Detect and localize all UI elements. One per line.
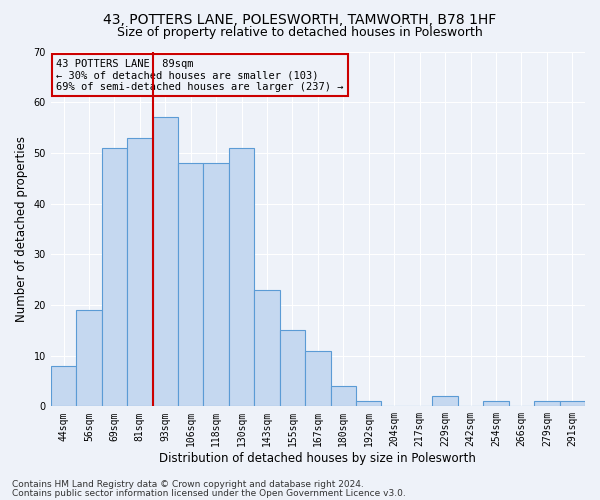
Bar — [356, 402, 382, 406]
Bar — [483, 402, 509, 406]
Bar — [178, 163, 203, 406]
Bar — [254, 290, 280, 406]
Bar — [433, 396, 458, 406]
Bar — [229, 148, 254, 406]
Bar — [76, 310, 101, 406]
Text: Contains HM Land Registry data © Crown copyright and database right 2024.: Contains HM Land Registry data © Crown c… — [12, 480, 364, 489]
Bar — [560, 402, 585, 406]
Bar — [127, 138, 152, 406]
Y-axis label: Number of detached properties: Number of detached properties — [15, 136, 28, 322]
Bar — [305, 350, 331, 406]
Bar — [280, 330, 305, 406]
Text: Contains public sector information licensed under the Open Government Licence v3: Contains public sector information licen… — [12, 488, 406, 498]
Bar — [203, 163, 229, 406]
Bar — [534, 402, 560, 406]
Text: 43 POTTERS LANE: 89sqm
← 30% of detached houses are smaller (103)
69% of semi-de: 43 POTTERS LANE: 89sqm ← 30% of detached… — [56, 58, 344, 92]
Bar — [101, 148, 127, 406]
Text: Size of property relative to detached houses in Polesworth: Size of property relative to detached ho… — [117, 26, 483, 39]
X-axis label: Distribution of detached houses by size in Polesworth: Distribution of detached houses by size … — [160, 452, 476, 465]
Text: 43, POTTERS LANE, POLESWORTH, TAMWORTH, B78 1HF: 43, POTTERS LANE, POLESWORTH, TAMWORTH, … — [103, 12, 497, 26]
Bar — [51, 366, 76, 406]
Bar — [331, 386, 356, 406]
Bar — [152, 118, 178, 406]
